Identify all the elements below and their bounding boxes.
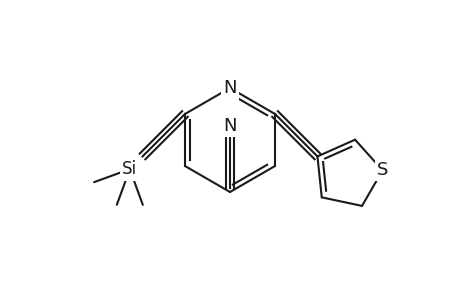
Text: S: S — [376, 161, 387, 179]
Text: N: N — [223, 79, 236, 97]
Text: Si: Si — [122, 160, 137, 178]
Text: N: N — [223, 117, 236, 135]
